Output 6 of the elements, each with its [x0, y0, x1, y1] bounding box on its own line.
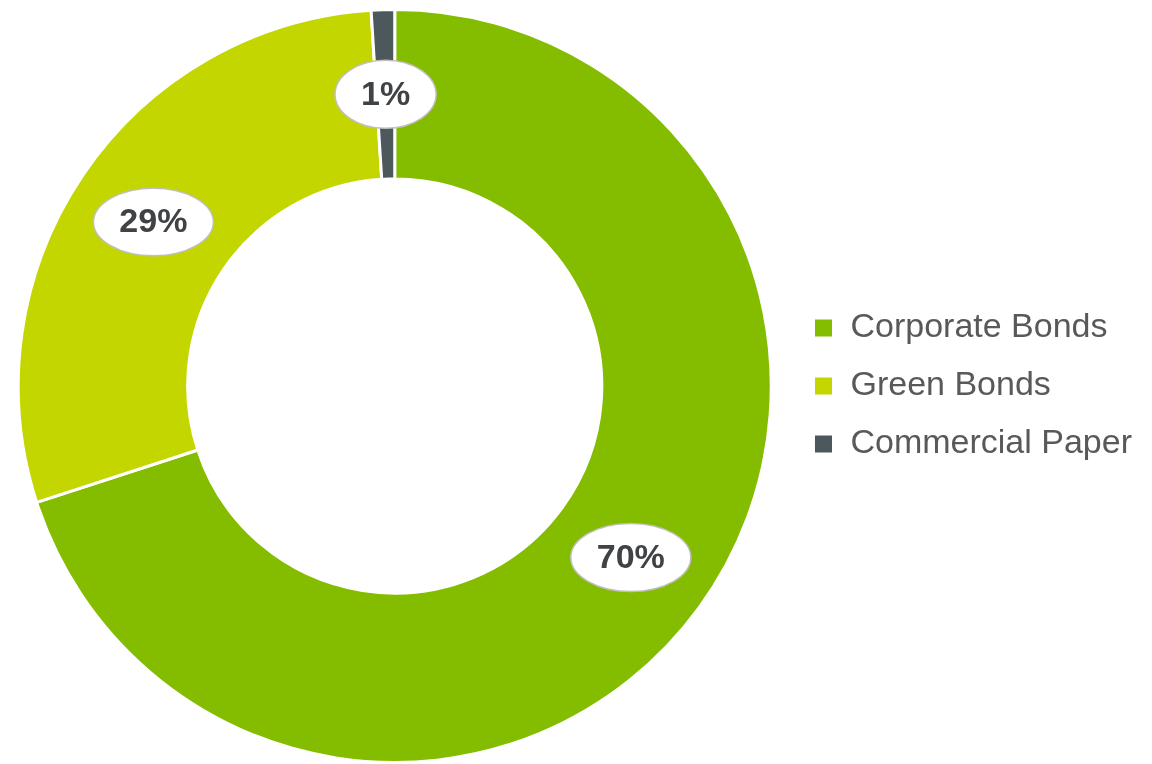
data-label: 1%: [361, 73, 411, 112]
legend-label: Corporate Bonds: [850, 306, 1108, 345]
data-label: 70%: [596, 536, 665, 575]
legend-label: Green Bonds: [850, 364, 1051, 403]
data-label: 29%: [119, 201, 188, 240]
legend-label: Commercial Paper: [850, 422, 1132, 461]
